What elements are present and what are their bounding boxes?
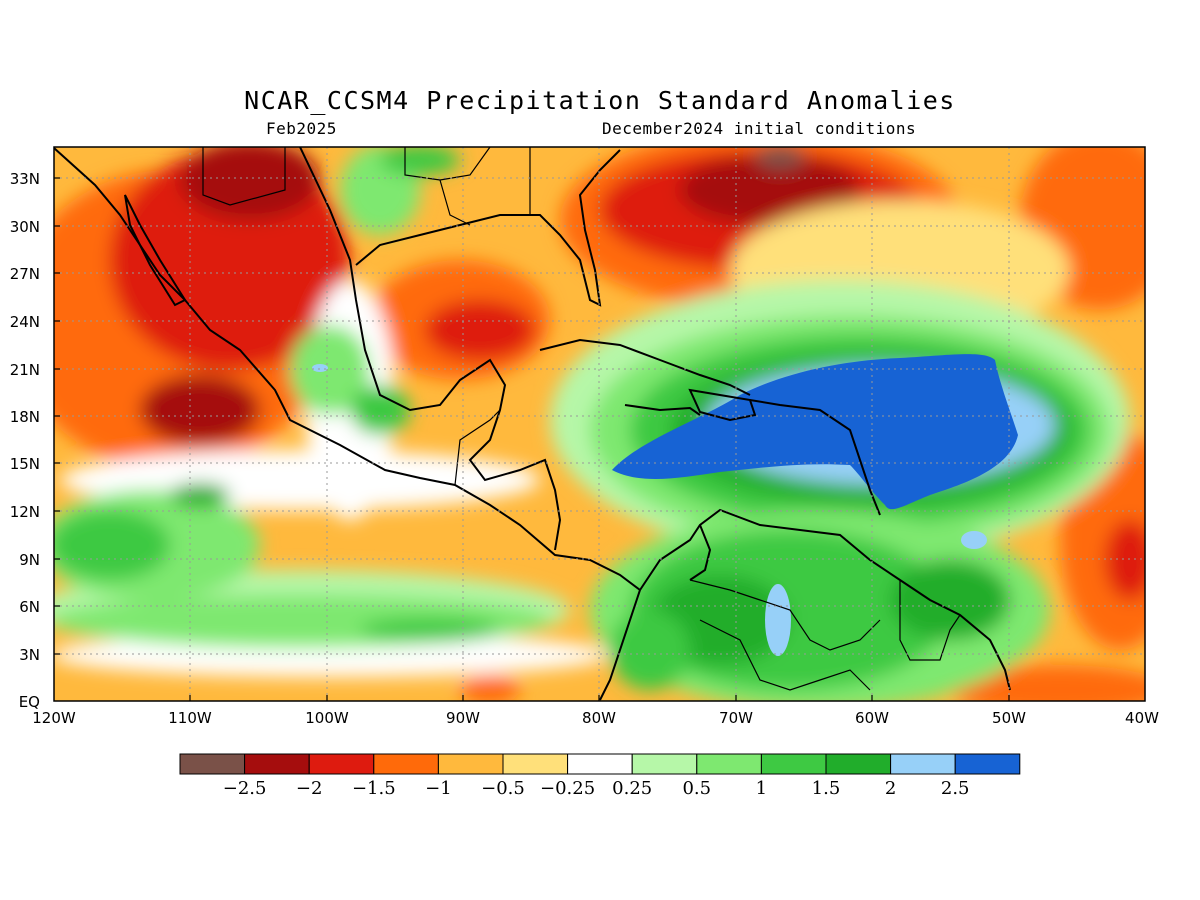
- lat-label: 30N: [10, 218, 40, 236]
- colorbar-label: −0.5: [481, 778, 525, 799]
- lat-label: 6N: [19, 598, 40, 616]
- lat-label: 27N: [10, 265, 40, 283]
- lat-label: 18N: [10, 408, 40, 426]
- colorbar-label: 2: [885, 778, 896, 799]
- colorbar-swatch: [373, 753, 439, 775]
- colorbar-label: 0.5: [682, 778, 711, 799]
- colorbar-label: −1: [425, 778, 452, 799]
- colorbar-label: −2.5: [223, 778, 267, 799]
- colorbar-swatch: [179, 753, 246, 775]
- colorbar-swatch: [631, 753, 698, 775]
- lon-label: 100W: [305, 709, 349, 727]
- colorbar-swatch: [760, 753, 827, 775]
- colorbar-label: 1: [756, 778, 767, 799]
- colorbar-swatch: [696, 753, 762, 775]
- lat-label: EQ: [19, 693, 40, 711]
- colorbar-swatch: [244, 753, 310, 775]
- lat-label: 15N: [10, 455, 40, 473]
- colorbar-swatch: [954, 753, 1021, 775]
- lat-label: 9N: [19, 551, 40, 569]
- longitude-labels: 120W 110W 100W 90W 80W 70W 60W 50W 40W: [32, 709, 1159, 727]
- valid-month-label: Feb2025: [266, 119, 337, 138]
- map-title: NCAR_CCSM4 Precipitation Standard Anomal…: [244, 86, 956, 115]
- strong-wet-anomaly-core: [612, 354, 1018, 510]
- colorbar-label: −2: [296, 778, 323, 799]
- lat-label: 21N: [10, 361, 40, 379]
- colorbar-label: −1.5: [352, 778, 396, 799]
- colorbar-swatch: [825, 753, 892, 775]
- lon-label: 80W: [582, 709, 616, 727]
- lon-label: 40W: [1125, 709, 1159, 727]
- colorbar-label: 1.5: [812, 778, 841, 799]
- lat-label: 3N: [19, 646, 40, 664]
- lon-label: 60W: [855, 709, 889, 727]
- colorbar-swatch: [437, 753, 504, 775]
- colorbar-swatch: [502, 753, 569, 775]
- lat-label: 33N: [10, 170, 40, 188]
- colorbar-swatch: [308, 753, 375, 775]
- anomaly-field: [54, 147, 1145, 701]
- graticule: [54, 147, 1145, 701]
- lon-label: 110W: [168, 709, 212, 727]
- colorbar-label: 0.25: [612, 778, 652, 799]
- axis-ticks: [54, 177, 1010, 701]
- latitude-labels: 33N 30N 27N 24N 21N 18N 15N 12N 9N 6N 3N…: [10, 170, 40, 711]
- lat-label: 24N: [10, 313, 40, 331]
- lon-label: 50W: [992, 709, 1026, 727]
- colorbar: −2.5 −2 −1.5 −1 −0.5 −0.25 0.25 0.5 1 1.5 2 2.5: [179, 753, 1021, 799]
- lat-label: 12N: [10, 503, 40, 521]
- colorbar-swatch: [890, 753, 956, 775]
- lon-label: 70W: [719, 709, 753, 727]
- colorbar-swatch: [567, 753, 633, 775]
- lon-label: 120W: [32, 709, 76, 727]
- lon-label: 90W: [446, 709, 480, 727]
- colorbar-label: 2.5: [941, 778, 970, 799]
- country-borders: [202, 147, 961, 691]
- initial-conditions-label: December2024 initial conditions: [602, 119, 917, 138]
- coastlines: [54, 147, 1011, 701]
- colorbar-label: −0.25: [540, 778, 595, 799]
